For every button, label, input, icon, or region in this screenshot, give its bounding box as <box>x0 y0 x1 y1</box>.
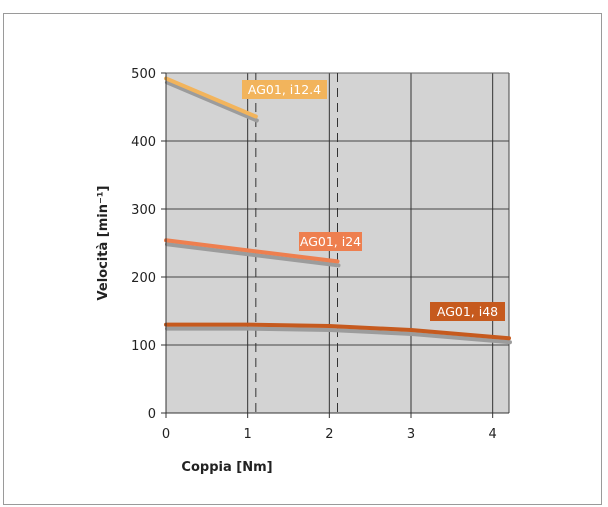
y-tick-label: 200 <box>131 271 156 286</box>
series-shadow <box>165 326 512 345</box>
series-line-0 <box>164 76 258 119</box>
series-label-box <box>430 302 505 321</box>
x-tick-label: 1 <box>244 427 252 442</box>
series <box>164 76 512 345</box>
x-tick-label: 4 <box>489 427 497 442</box>
series-label-box <box>299 232 362 251</box>
y-axis-title: Velocità [min⁻¹] <box>96 186 111 301</box>
x-tick-label: 3 <box>407 427 415 442</box>
y-tick-label: 500 <box>131 67 156 82</box>
y-tick-label: 0 <box>148 407 156 422</box>
series-label: AG01, i48 <box>437 304 498 319</box>
tick-labels: 0 100 200 300 400 500 0 1 2 3 4 <box>131 67 497 442</box>
x-tick-label: 0 <box>162 427 170 442</box>
axes <box>165 73 509 414</box>
series-labels: AG01, i12.4 AG01, i24 AG01, i48 <box>242 80 505 321</box>
x-axis-title: Coppia [Nm] <box>181 460 272 475</box>
x-tick-label: 2 <box>325 427 333 442</box>
y-tick-label: 300 <box>131 203 156 218</box>
series-label: AG01, i12.4 <box>248 82 321 97</box>
series-line-1 <box>164 238 340 264</box>
series-shadow <box>165 80 259 123</box>
series-shadow <box>165 242 341 268</box>
series-label: AG01, i24 <box>300 234 361 249</box>
series-label-box <box>242 80 327 99</box>
series-line-2 <box>164 322 511 341</box>
y-tick-label: 100 <box>131 339 156 354</box>
y-tick-label: 400 <box>131 135 156 150</box>
